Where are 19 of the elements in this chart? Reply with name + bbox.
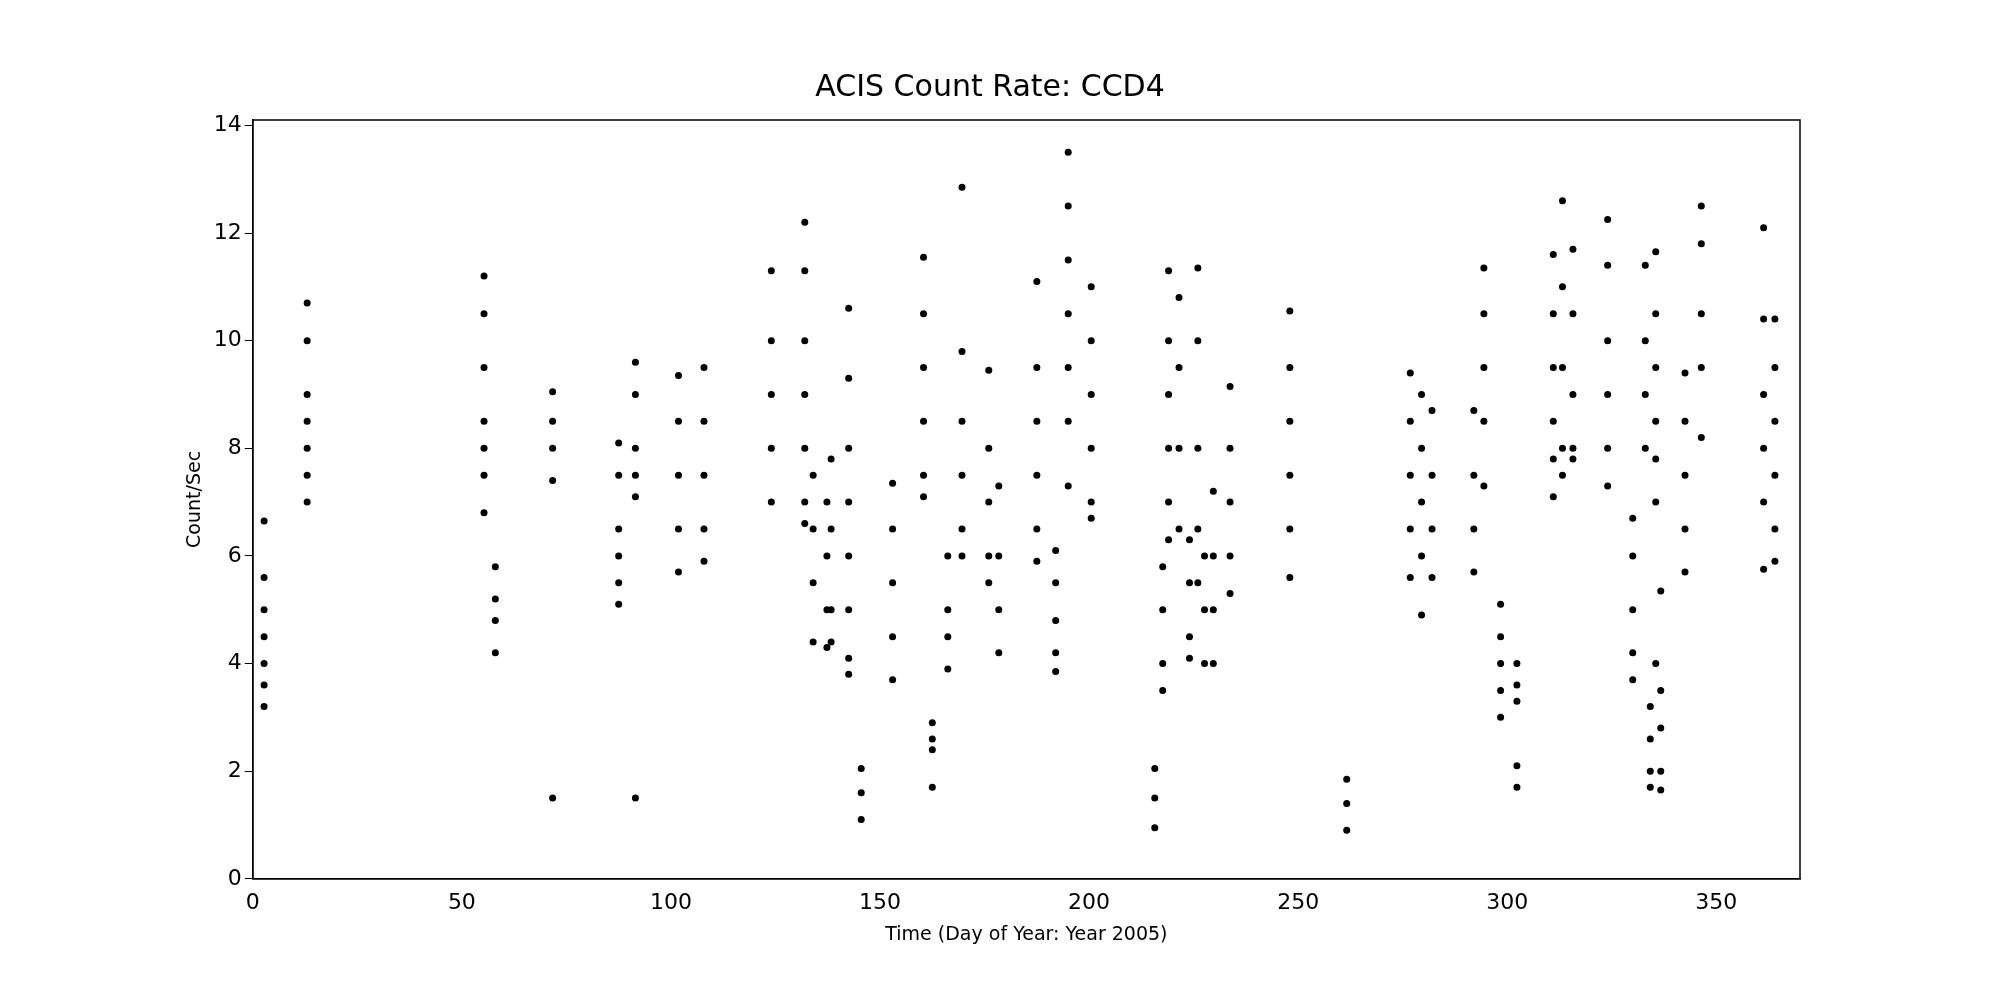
- y-tick-label: 2: [227, 756, 242, 782]
- x-tick-label: 300: [1486, 888, 1529, 914]
- x-tick-label: 50: [447, 888, 476, 914]
- y-axis-title: Count/Sec: [182, 450, 205, 548]
- x-tick-label: 0: [245, 888, 260, 914]
- y-tick-label: 10: [213, 326, 242, 352]
- y-tick-label: 6: [227, 541, 242, 567]
- x-tick-label: 150: [859, 888, 902, 914]
- x-tick-label: 250: [1277, 888, 1320, 914]
- x-tick-label: 350: [1695, 888, 1738, 914]
- x-tick-label: 200: [1068, 888, 1111, 914]
- y-tick-label: 0: [227, 864, 242, 890]
- x-axis-title: Time (Day of Year: Year 2005): [884, 921, 1168, 944]
- y-tick-label: 8: [227, 433, 242, 459]
- y-tick-label: 4: [227, 649, 242, 675]
- x-tick-label: 100: [649, 888, 692, 914]
- y-tick-label: 14: [213, 111, 242, 137]
- chart-title: ACIS Count Rate: CCD4: [815, 67, 1165, 103]
- y-tick-label: 12: [213, 218, 242, 244]
